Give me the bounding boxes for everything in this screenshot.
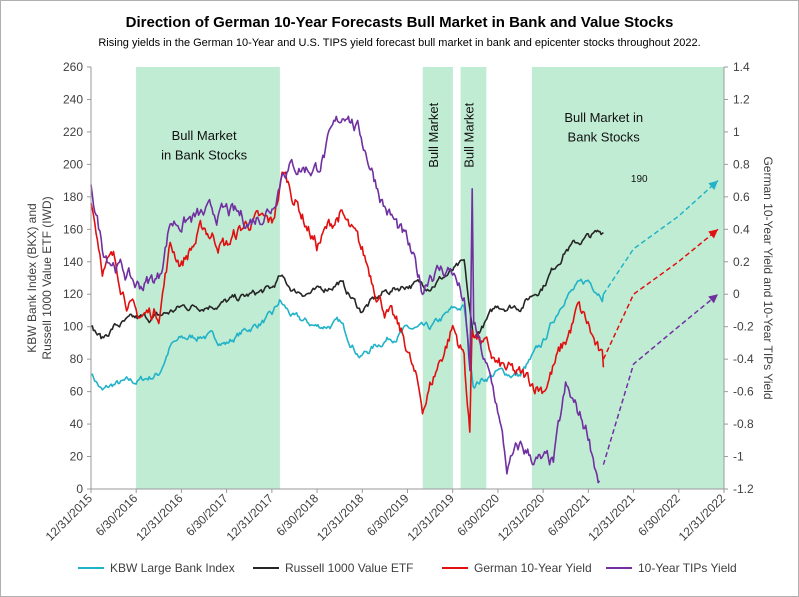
- forecast-line-0: [602, 180, 719, 295]
- y-right-tick-label-12: 1.2: [733, 92, 750, 106]
- annotation-6: 190: [631, 174, 648, 185]
- annotation-2: Bull Market: [426, 102, 441, 167]
- series-lines: [90, 115, 719, 484]
- chart-title: Direction of German 10-Year Forecasts Bu…: [125, 14, 674, 31]
- y-right-tick-label-11: 1: [733, 125, 740, 139]
- y-right-tick-label-3: -0.6: [733, 385, 754, 399]
- legend-label-0: KBW Large Bank Index: [110, 561, 235, 575]
- x-tick-label-10: 12/31/2020: [495, 491, 548, 544]
- y-left-tick-label-8: 160: [63, 222, 83, 236]
- y-left-tick-label-5: 100: [63, 320, 83, 334]
- y-left-tick-label-7: 140: [63, 255, 83, 269]
- legend-label-2: German 10-Year Yield: [474, 561, 592, 575]
- y-left-tick-label-4: 80: [70, 352, 84, 366]
- legend: KBW Large Bank Index Russell 1000 Value E…: [78, 561, 737, 575]
- x-tick-label-3: 6/30/2017: [183, 491, 231, 539]
- x-tick-label-7: 6/30/2019: [364, 491, 412, 539]
- forecast-arrow-0: [708, 180, 718, 190]
- y-right-tick-label-13: 1.4: [733, 60, 750, 74]
- annotation-1: in Bank Stocks: [161, 148, 247, 163]
- legend-label-3: 10-Year TIPs Yield: [638, 561, 737, 575]
- y-left-tick-label-9: 180: [63, 190, 83, 204]
- x-tick-label-5: 6/30/2018: [274, 491, 322, 539]
- y-left-tick-label-1: 20: [70, 450, 84, 464]
- y-right-tick-label-8: 0.4: [733, 222, 750, 236]
- y-left-tick-label-12: 240: [63, 92, 83, 106]
- series-line-0: [90, 278, 605, 391]
- x-tick-label-12: 12/31/2021: [585, 491, 638, 544]
- y-axis-left-label-line-1: Russell 1000 Value ETF (IWD): [40, 196, 54, 359]
- y-left-tick-label-10: 200: [63, 157, 83, 171]
- y-right-tick-label-6: 0: [733, 287, 740, 301]
- y-left-tick-label-3: 60: [70, 385, 84, 399]
- shaded-region-0: [136, 67, 280, 489]
- x-tick-label-8: 12/31/2019: [404, 491, 457, 544]
- annotation-4: Bull Market in: [564, 110, 643, 125]
- x-tick-label-11: 6/30/2021: [545, 491, 593, 539]
- y-left-tick-label-13: 260: [63, 60, 83, 74]
- forecast-line-1: [602, 228, 719, 360]
- shaded-region-3: [531, 67, 724, 489]
- shaded-region-1: [422, 67, 453, 489]
- y-axis-right-label: German 10-Year Yield and 10-Year TIPs Yi…: [761, 156, 775, 399]
- y-axis-left-label-line-0: KBW Bank Index (BKX) and: [25, 203, 39, 352]
- y-right-tick-label-7: 0.2: [733, 255, 750, 269]
- chart-subtitle: Rising yields in the German 10-Year and …: [98, 37, 701, 49]
- y-left-tick-label-6: 120: [63, 287, 83, 301]
- series-line-3: [90, 115, 601, 484]
- x-tick-label-13: 6/30/2022: [635, 491, 683, 539]
- series-line-1: [90, 229, 604, 340]
- x-tick-label-2: 12/31/2016: [133, 491, 186, 544]
- y-left-tick-label-0: 0: [76, 482, 83, 496]
- annotations: Bull Market in Bank Stocks Bull Market Bull…: [161, 102, 648, 185]
- annotation-3: Bull Market: [461, 102, 476, 167]
- x-tick-label-4: 12/31/2017: [224, 491, 277, 544]
- y-axis-left-label: KBW Bank Index (BKX) andRussell 1000 Val…: [25, 196, 54, 359]
- x-tick-label-9: 6/30/2020: [454, 491, 502, 539]
- y-left-tick-label-2: 40: [70, 417, 84, 431]
- y-right-tick-label-5: -0.2: [733, 320, 754, 334]
- annotation-0: Bull Market: [172, 128, 237, 143]
- series-line-2: [90, 171, 605, 433]
- y-right-tick-label-1: -1: [733, 450, 744, 464]
- y-right-tick-label-9: 0.6: [733, 190, 750, 204]
- forecast-arrow-2: [708, 294, 718, 304]
- x-tick-label-14: 12/31/2022: [676, 491, 729, 544]
- y-right-tick-label-10: 0.8: [733, 157, 750, 171]
- x-tick-label-0: 12/31/2015: [43, 491, 96, 544]
- y-right-tick-label-0: -1.2: [733, 482, 754, 496]
- annotation-5: Bank Stocks: [568, 130, 641, 145]
- forecast-arrow-1: [708, 229, 718, 239]
- y-right-tick-label-4: -0.4: [733, 352, 754, 366]
- x-tick-label-1: 6/30/2016: [93, 491, 141, 539]
- y-right-tick-label-2: -0.8: [733, 417, 754, 431]
- legend-label-1: Russell 1000 Value ETF: [285, 561, 414, 575]
- y-left-tick-label-11: 220: [63, 125, 83, 139]
- shaded-regions: [136, 67, 724, 489]
- forecast-line-2: [602, 293, 719, 465]
- x-tick-label-6: 12/31/2018: [314, 491, 367, 544]
